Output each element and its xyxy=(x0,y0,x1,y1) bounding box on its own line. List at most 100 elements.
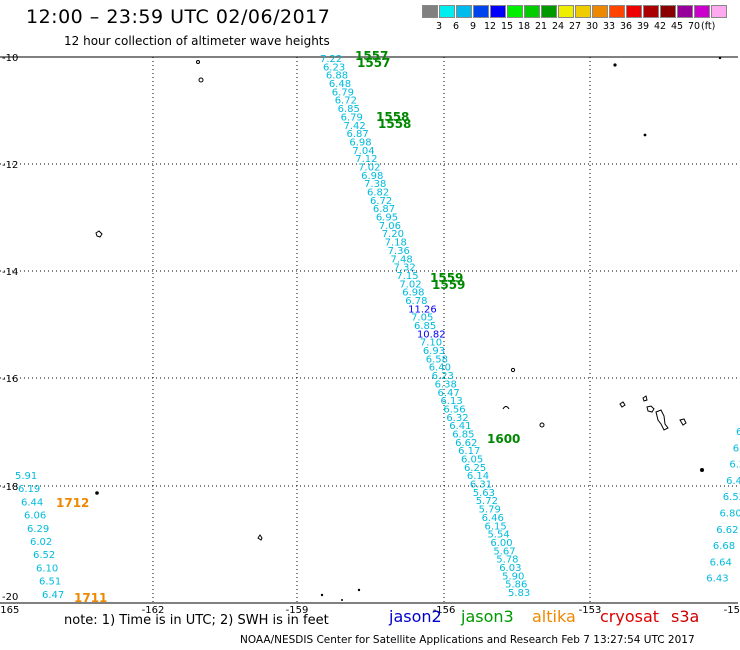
wave-height-label: 11.26 xyxy=(408,304,437,315)
pass-time-label: 1557 xyxy=(355,49,388,63)
satellite-label: s3a xyxy=(671,607,700,626)
wave-height-label: 6.87 xyxy=(373,204,395,215)
scale-swatch xyxy=(524,5,540,18)
lat-tick-label: -10 xyxy=(2,53,18,64)
wave-height-label: 5.91 xyxy=(15,471,37,482)
scale-label: 39 xyxy=(636,21,650,32)
wave-height-label: 6.32 xyxy=(446,413,468,424)
scale-swatch xyxy=(541,5,557,18)
wave-height-label: 6.41 xyxy=(449,421,471,432)
wave-height-label: 6.78 xyxy=(405,296,427,307)
scale-label: 70 xyxy=(687,21,701,32)
wave-height-label: 7.05 xyxy=(411,313,433,324)
satellite-label: jason3 xyxy=(461,607,514,626)
wave-height-label: 7.20 xyxy=(382,229,404,240)
satellite-label: altika xyxy=(532,607,576,626)
axis-tick-labels: -165 -162 -159 -156 -153 -150 -10 -12 -14 -16 -18 -… xyxy=(0,53,740,616)
wave-height-label: 6.62 xyxy=(716,525,738,536)
wave-height-label: 6.82 xyxy=(367,188,389,199)
lat-tick-label: -18 xyxy=(2,482,18,493)
wave-height-label: 6.85 xyxy=(338,104,360,115)
scale-label: 12 xyxy=(483,21,497,32)
island-outline xyxy=(320,593,324,597)
wave-height-label: 5.83 xyxy=(508,588,530,599)
scale-swatch xyxy=(609,5,625,18)
wave-height-label: 6.14 xyxy=(467,471,489,482)
altika-swath-left: 5.91 6.19 6.44 6.06 6.29 6.02 6.52 6.10 6.51 6.47 xyxy=(15,471,64,601)
wave-height-label: 6.58 xyxy=(426,354,448,365)
wave-height-label: 6.44 xyxy=(21,497,43,508)
wave-height-label: 5.86 xyxy=(505,580,527,591)
pass-time-label: 1558 xyxy=(376,110,409,124)
wave-height-label: 6.93 xyxy=(423,346,445,357)
wave-height-label: 6.56 xyxy=(443,404,465,415)
island-outline xyxy=(613,63,617,67)
scale-swatch xyxy=(643,5,659,18)
scale-swatch xyxy=(422,5,438,18)
pass-time-label: 1600 xyxy=(487,432,520,446)
island-outline xyxy=(341,599,343,601)
island-outline xyxy=(700,468,704,472)
wave-height-label: 6.10 xyxy=(36,563,58,574)
wave-height-label: 7.36 xyxy=(388,246,410,257)
island-outline xyxy=(95,491,99,495)
scale-label: 36 xyxy=(619,21,633,32)
wave-height-label: 6.48 xyxy=(329,79,351,90)
credit-line: NOAA/NESDIS Center for Satellite Applica… xyxy=(240,634,695,646)
island-outline xyxy=(502,406,510,410)
lon-tick-label: -153 xyxy=(579,605,602,616)
wave-height-label: 6.62 xyxy=(455,438,477,449)
wave-height-label: 5.78 xyxy=(496,555,518,566)
wave-height-label: 6.68 xyxy=(713,541,735,552)
wave-height-label: 6.2 xyxy=(729,460,740,471)
scale-swatch xyxy=(507,5,523,18)
pass-time-label: 1559 xyxy=(432,278,465,292)
wave-height-label: 6.72 xyxy=(370,196,392,207)
scale-label: 33 xyxy=(602,21,616,32)
lon-tick-label: -159 xyxy=(286,605,309,616)
map-subtitle: 12 hour collection of altimeter wave hei… xyxy=(64,34,330,48)
scale-label: 3 xyxy=(435,21,443,32)
scale-swatch xyxy=(694,5,710,18)
swath-right-edge: 6 6 6.2 6.4 6.52 6.80 6.62 6.68 6.64 6.43 xyxy=(706,427,740,585)
scale-label: 27 xyxy=(568,21,582,32)
wave-height-label: 7.10 xyxy=(420,338,442,349)
scale-label: 15 xyxy=(500,21,514,32)
wave-height-label: 7.15 xyxy=(396,271,418,282)
island-outline xyxy=(679,418,687,426)
lat-tick-label: -12 xyxy=(2,160,18,171)
wave-height-label: 6.52 xyxy=(33,550,55,561)
wave-height-label: 6.06 xyxy=(24,511,46,522)
lon-tick-label: -156 xyxy=(433,605,456,616)
wave-height-label: 5.72 xyxy=(476,496,498,507)
wave-height-label: 5.54 xyxy=(487,530,509,541)
scale-swatch xyxy=(439,5,455,18)
lon-tick-label: -150 xyxy=(724,605,740,616)
wave-height-label: 6.17 xyxy=(458,446,480,457)
wave-height-label: 6.52 xyxy=(723,492,740,503)
pass-time-label: 1712 xyxy=(56,496,89,510)
scale-swatch xyxy=(592,5,608,18)
scale-swatch xyxy=(660,5,676,18)
wave-height-label: 7.48 xyxy=(391,254,413,265)
scale-swatch xyxy=(490,5,506,18)
wave-height-label: 6.47 xyxy=(42,590,64,601)
wave-height-label: 6.25 xyxy=(464,463,486,474)
lon-tick-label: -162 xyxy=(142,605,165,616)
scale-label: 30 xyxy=(585,21,599,32)
wave-height-label: 5.63 xyxy=(473,488,495,499)
island-outline xyxy=(510,367,516,373)
wave-height-label: 6.80 xyxy=(720,509,740,520)
wave-height-label: 6.19 xyxy=(18,484,40,495)
wave-height-label: 6.79 xyxy=(341,112,363,123)
wave-height-label: 6.87 xyxy=(346,129,368,140)
wave-height-label: 6.43 xyxy=(706,574,728,585)
wave-height-label: 6.29 xyxy=(27,524,49,535)
wave-height-label: 6.72 xyxy=(335,96,357,107)
pass-time-label: 1559 xyxy=(430,271,463,285)
wave-height-label: 6.85 xyxy=(414,321,436,332)
wave-height-label: 6.40 xyxy=(429,363,451,374)
island-outline xyxy=(539,422,545,428)
wave-height-label: 5.67 xyxy=(493,546,515,557)
